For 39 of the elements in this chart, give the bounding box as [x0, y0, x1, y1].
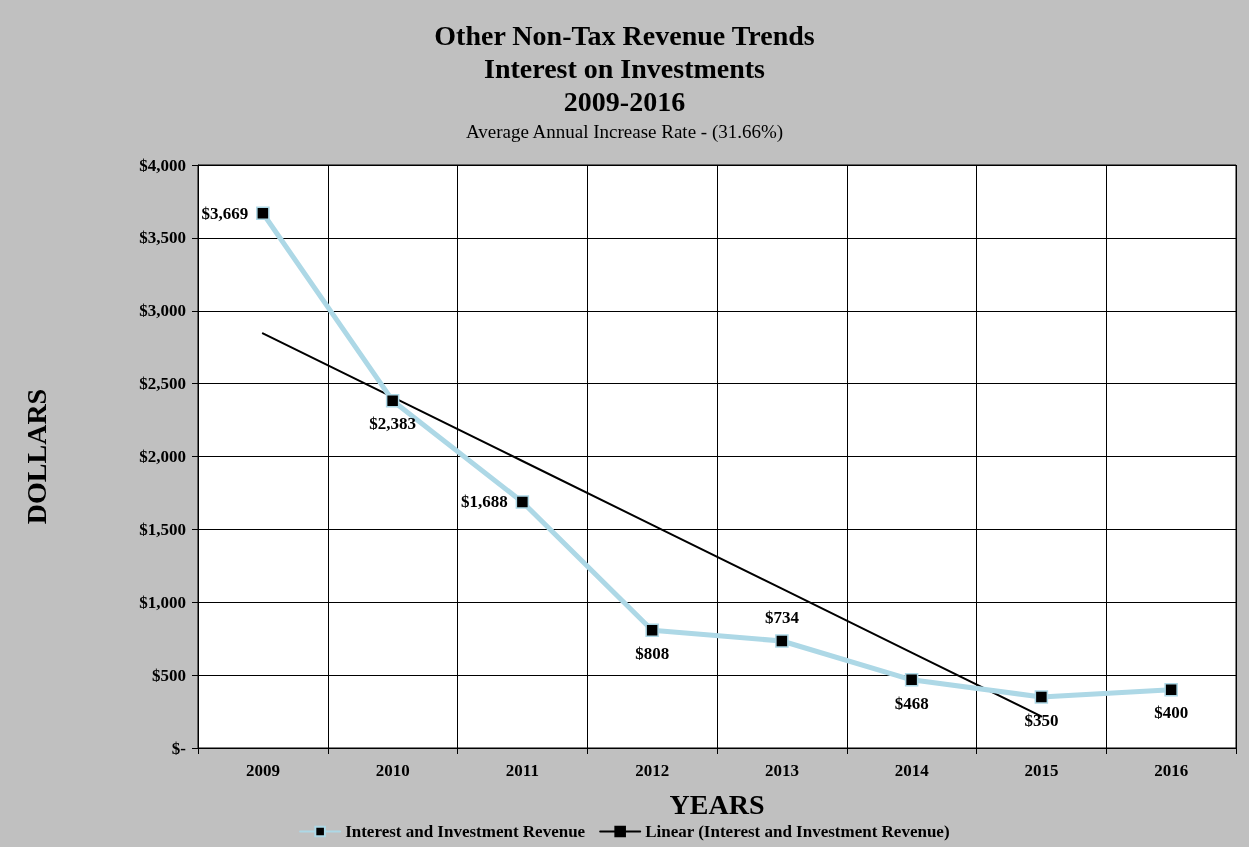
- y-tick-label: $500: [152, 665, 186, 685]
- point: [645, 623, 659, 637]
- y-tick-label: $-: [171, 738, 187, 758]
- data-label: $350: [1024, 710, 1059, 730]
- point: [256, 206, 270, 220]
- y-tick-label: $1,500: [139, 519, 186, 539]
- data-label: $2,383: [369, 414, 416, 434]
- x-axis-title: YEARS: [669, 788, 765, 820]
- x-tick-label: 2015: [1024, 761, 1059, 780]
- legend-label: Interest and Investment Revenue: [345, 822, 586, 841]
- y-tick-label: $3,500: [139, 228, 186, 248]
- chart-subtitle: Average Annual Increase Rate - (31.66%): [465, 121, 784, 143]
- legend-label: Linear (Interest and Investment Revenue): [645, 822, 950, 841]
- y-tick-label: $1,000: [139, 592, 186, 612]
- x-tick-label: 2013: [764, 761, 799, 780]
- y-axis-title: DOLLARS: [20, 388, 52, 525]
- x-tick-label: 2012: [635, 761, 670, 780]
- data-label: $1,688: [460, 492, 508, 512]
- point: [515, 495, 530, 509]
- data-label: $400: [1154, 703, 1189, 723]
- y-tick-label: $2,000: [139, 447, 186, 466]
- point: [385, 393, 400, 408]
- y-tick-label: $4,000: [139, 155, 186, 175]
- point: [775, 634, 789, 648]
- data-label: $734: [764, 608, 800, 628]
- data-label: $3,669: [201, 203, 249, 223]
- chart-title: Other Non-Tax Revenue Trends Interest on Investments 2009-2016: [434, 20, 815, 117]
- point: [904, 673, 919, 687]
- data-label: $468: [894, 693, 929, 713]
- x-tick-label: 2016: [1154, 761, 1189, 780]
- point: [1164, 682, 1178, 697]
- x-tick-label: 2010: [375, 761, 410, 780]
- y-tick-label: $3,000: [139, 301, 186, 321]
- x-tick-label: 2014: [894, 761, 930, 780]
- data-label: $808: [635, 643, 670, 663]
- point: [1034, 690, 1049, 704]
- x-tick-label: 2011: [505, 761, 539, 780]
- y-tick-label: $2,500: [139, 374, 186, 394]
- x-tick-label: 2009: [245, 761, 280, 780]
